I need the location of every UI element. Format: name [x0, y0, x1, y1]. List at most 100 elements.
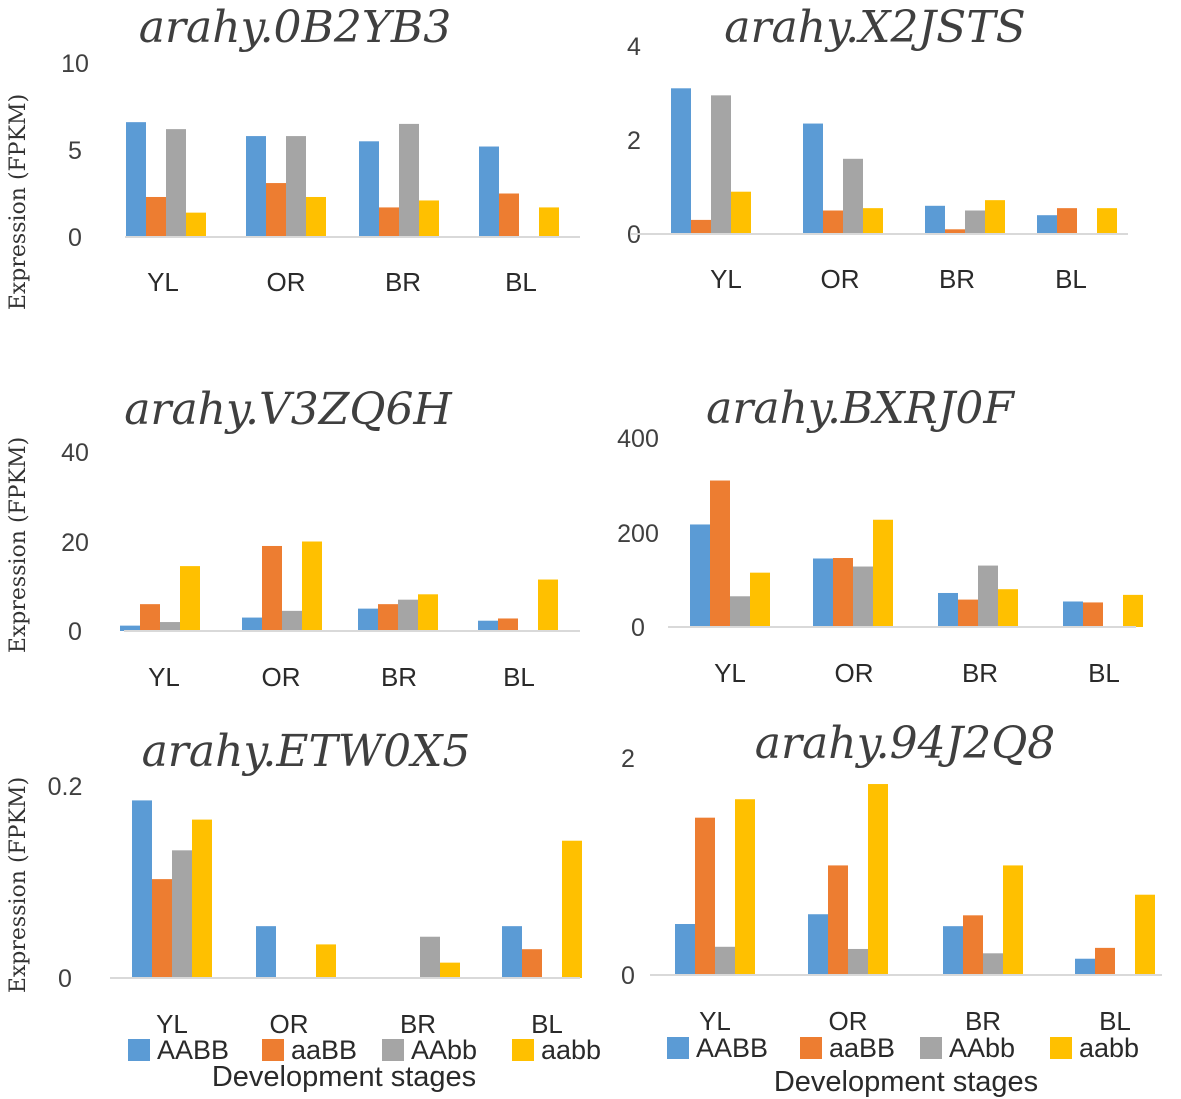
y-tick-label: 0	[68, 618, 82, 646]
bar-aaBB-YL	[152, 879, 172, 978]
bar-AABB-OR	[808, 914, 828, 975]
x-tick-label: YL	[147, 267, 179, 297]
legend-label-AABB: AABB	[157, 1035, 229, 1065]
x-tick-label: YL	[714, 658, 746, 688]
bar-AABB-OR	[813, 558, 833, 627]
bar-aabb-BR	[998, 589, 1018, 627]
bar-AABB-OR	[803, 123, 823, 234]
bar-AABB-YL	[132, 800, 152, 978]
bar-aaBB-OR	[262, 545, 282, 631]
x-tick-label: BL	[531, 1009, 563, 1039]
x-tick-label: BR	[939, 264, 975, 294]
bar-AABB-BR	[938, 592, 958, 627]
bar-aabb-YL	[192, 819, 212, 978]
bar-aaBB-OR	[828, 865, 848, 975]
legend-swatch-AAbb	[920, 1037, 942, 1059]
chart-panel-3: arahy.V3ZQ6H 0 20 40 Expression (FPKM) YL OR BR…	[6, 384, 580, 692]
x-tick-label: OR	[821, 264, 860, 294]
x-tick-label: OR	[270, 1009, 309, 1039]
bar-AAbb-BR	[965, 210, 985, 234]
x-tick-label: BL	[505, 267, 537, 297]
bar-AAbb-OR	[286, 136, 306, 237]
legend-swatch-AAbb	[382, 1039, 404, 1061]
bar-aabb-YL	[180, 566, 200, 631]
x-tick-label: OR	[835, 658, 874, 688]
x-tick-label: YL	[710, 264, 742, 294]
y-tick-label: 2	[621, 745, 635, 773]
bar-aaBB-BL	[1083, 602, 1103, 627]
y-tick-label: 0	[58, 965, 72, 993]
legend-swatch-aabb	[1050, 1037, 1072, 1059]
bar-aaBB-BR	[378, 604, 398, 631]
bar-aaBB-YL	[146, 196, 166, 237]
y-tick-label: 20	[61, 529, 89, 557]
x-tick-label: BR	[962, 658, 998, 688]
bar-AAbb-YL	[160, 622, 180, 631]
y-axis-label: Expression (FPKM)	[6, 437, 31, 653]
bar-AABB-OR	[246, 136, 266, 237]
bar-AABB-BL	[479, 146, 499, 237]
chart-panel-4: arahy.BXRJ0F 0 200 400 YL OR BR BL	[617, 383, 1143, 688]
x-tick-label: BL	[1099, 1006, 1131, 1036]
bar-aabb-OR	[316, 944, 336, 978]
bar-aaBB-BR	[958, 599, 978, 627]
x-tick-label: BR	[381, 662, 417, 692]
bar-AABB-BL	[478, 620, 498, 631]
legend-label-aaBB: aaBB	[291, 1035, 357, 1065]
legend-swatch-AABB	[667, 1037, 689, 1059]
bar-aabb-BL	[1097, 208, 1117, 234]
bar-aabb-BR	[985, 200, 1005, 234]
bar-AAbb-OR	[282, 610, 302, 631]
chart-title: arahy.0B2YB3	[139, 2, 452, 53]
chart-panel-6: arahy.94J2Q8 0 2 YL OR BR BL	[621, 718, 1162, 1036]
bar-AAbb-BR	[420, 936, 440, 978]
x-tick-label: BR	[400, 1009, 436, 1039]
chart-panel-2: arahy.X2JSTS024YLORBRBL	[627, 2, 1128, 294]
chart-panel-5: arahy.ETW0X5 0 0.2 Expression (FPKM) YL OR BR B…	[6, 726, 582, 1039]
y-tick-label: 2	[627, 127, 641, 155]
bar-AABB-BL	[1063, 601, 1083, 627]
y-tick-label: 0	[631, 614, 645, 642]
legend-swatch-aabb	[512, 1039, 534, 1061]
legend-swatch-aaBB	[262, 1039, 284, 1061]
y-tick-label: 0.2	[48, 773, 83, 801]
bar-aaBB-OR	[266, 183, 286, 237]
legend-swatch-aaBB	[800, 1037, 822, 1059]
bar-aabb-OR	[873, 519, 893, 627]
bar-aaBB-OR	[823, 210, 843, 234]
bar-AABB-OR	[256, 926, 276, 978]
bar-aaBB-BL	[1095, 947, 1115, 975]
y-tick-label: 0	[621, 962, 635, 990]
bar-AAbb-OR	[853, 566, 873, 627]
bar-AAbb-BR	[978, 565, 998, 627]
bar-AABB-YL	[675, 924, 695, 975]
bar-aaBB-BL	[1057, 208, 1077, 234]
x-tick-label: YL	[156, 1009, 188, 1039]
chart-title: arahy.ETW0X5	[142, 726, 471, 777]
legend-label-aabb: aabb	[1079, 1033, 1139, 1063]
bar-aaBB-BR	[963, 915, 983, 975]
bar-aaBB-BR	[945, 229, 965, 234]
chart-panel-1: arahy.0B2YB3 0 5 10 Expression (FPKM) YL OR BR B…	[6, 2, 580, 310]
y-axis-label: Expression (FPKM)	[6, 94, 31, 310]
legend-label-aaBB: aaBB	[829, 1033, 895, 1063]
bar-AAbb-BR	[398, 599, 418, 631]
bar-AABB-YL	[126, 122, 146, 237]
x-tick-label: BL	[1055, 264, 1087, 294]
y-tick-label: 40	[61, 439, 89, 467]
x-axis-label: Development stages	[212, 1061, 476, 1093]
bar-aaBB-YL	[710, 480, 730, 627]
y-axis-label: Expression (FPKM)	[6, 777, 31, 993]
x-tick-label: YL	[148, 662, 180, 692]
bar-aabb-BL	[1123, 594, 1143, 627]
bar-aabb-BL	[539, 207, 559, 237]
bar-aabb-BR	[1003, 865, 1023, 975]
bar-AABB-YL	[671, 88, 691, 234]
bar-aabb-BR	[440, 962, 460, 978]
legend-label-aabb: aabb	[541, 1035, 601, 1065]
bar-aabb-BL	[562, 840, 582, 978]
bar-aabb-YL	[186, 212, 206, 237]
x-tick-label: BR	[965, 1006, 1001, 1036]
x-tick-label: BL	[503, 662, 535, 692]
